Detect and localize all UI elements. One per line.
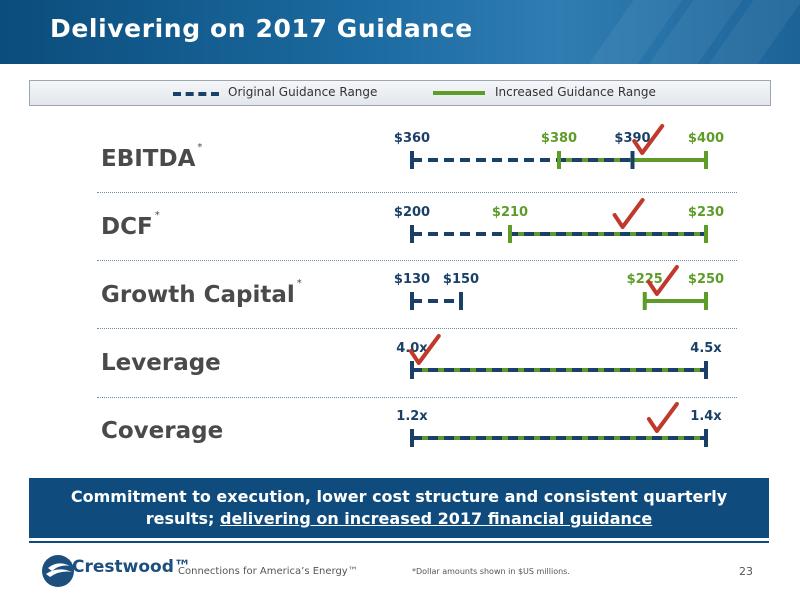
coverage-check-icon [646,402,679,433]
callout-box: Commitment to execution, lower cost stru… [29,478,769,538]
row-separator [97,328,737,329]
leverage-check-icon [408,334,441,365]
legend-increased-label: Increased Guidance Range [495,85,656,99]
coverage-value-label: 1.4x [690,409,722,424]
growth-capital-value-label: $250 [688,272,724,287]
growth-capital-check-icon [646,265,679,296]
legend-original-swatch [173,92,219,96]
growth-capital-value-label: $225 [627,272,663,287]
row-label-dcf: DCF * [101,210,160,240]
tagline: Connections for America’s Energy™ [178,566,358,577]
page-title: Delivering on 2017 Guidance [50,14,473,43]
dcf-value-label: $200 [394,205,430,220]
legend-increased-swatch [433,91,485,95]
dcf-value-label: $230 [688,205,724,220]
crestwood-logo-icon [42,555,74,587]
row-label-leverage: Leverage [101,350,221,376]
callout-line-1: Commitment to execution, lower cost stru… [70,487,728,506]
legend: Original Guidance Range Increased Guidan… [29,80,771,106]
row-label-ebitda: EBITDA * [101,142,203,172]
coverage-value-label: 1.2x [396,409,428,424]
footnote: *Dollar amounts shown in $US millions. [412,567,570,576]
leverage-value-label: 4.5x [690,341,722,356]
callout-line-2: results; delivering on increased 2017 fi… [145,509,653,528]
footer-rule [29,541,769,543]
row-separator [97,260,737,261]
guidance-range-chart: $360 $380 $390 $400 $200 $210 $230 $130 $150 $225… [394,124,724,447]
ebitda-value-label: $400 [688,131,724,146]
row-label-coverage: Coverage [101,418,224,444]
growth-capital-value-label: $150 [443,272,479,287]
legend-original-label: Original Guidance Range [228,85,378,99]
growth-capital-value-label: $130 [394,272,430,287]
leverage-value-label: 4.0x [396,341,428,356]
row-label-growth-capital: Growth Capital * [101,278,302,308]
logo-text: Crestwood™ [72,557,191,577]
ebitda-check-icon [632,124,665,155]
row-separator [97,192,737,193]
header-banner: Delivering on 2017 Guidance [0,0,800,64]
dcf-value-label: $210 [492,205,528,220]
page-number: 23 [739,565,753,578]
ebitda-value-label: $380 [541,131,577,146]
dcf-check-icon [612,198,645,229]
ebitda-value-label: $390 [614,131,650,146]
row-separator [97,397,737,398]
ebitda-value-label: $360 [394,131,430,146]
callout-underlined: delivering on increased 2017 financial g… [220,509,653,528]
